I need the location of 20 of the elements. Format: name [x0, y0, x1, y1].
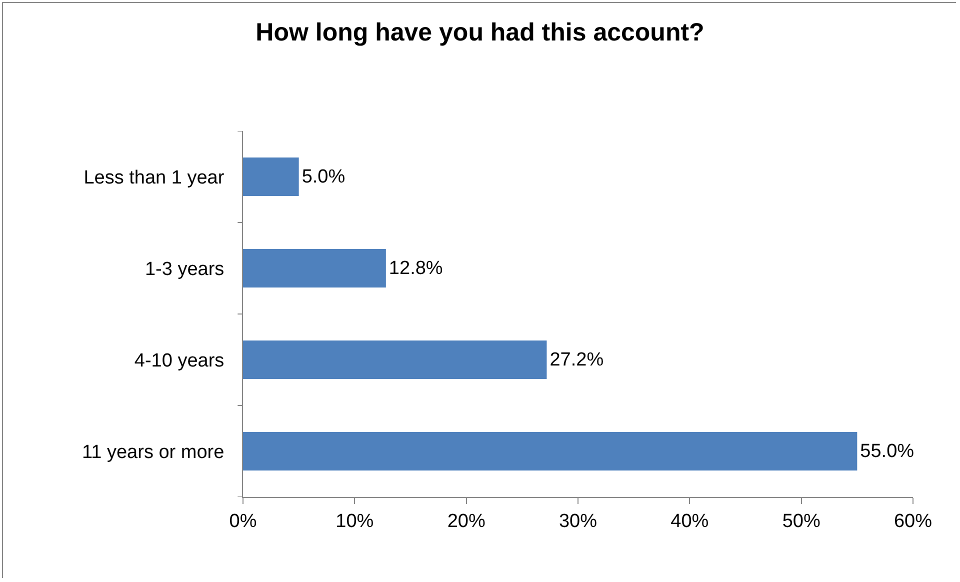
x-tick-label: 30%	[558, 510, 598, 532]
x-tick-label: 0%	[229, 510, 257, 532]
bar	[243, 249, 386, 288]
x-tick-label: 20%	[447, 510, 486, 532]
bar	[243, 432, 858, 470]
y-tick-label: 1-3 years	[144, 258, 224, 280]
chart-title: How long have you had this account?	[256, 18, 704, 47]
data-label: 27.2%	[550, 349, 604, 370]
data-label: 55.0%	[860, 440, 914, 462]
x-tick-label: 10%	[336, 510, 374, 532]
bar	[243, 340, 547, 379]
x-tick-label: 40%	[670, 510, 709, 532]
y-tick-label: 11 years or more	[82, 442, 224, 463]
x-tick-label: 50%	[782, 510, 820, 532]
y-tick-label: 4-10 years	[134, 350, 224, 372]
x-tick-label: 60%	[894, 510, 932, 532]
data-label: 12.8%	[388, 258, 443, 279]
y-tick-label: Less than 1 year	[84, 167, 225, 188]
bar	[243, 158, 299, 196]
data-label: 5.0%	[302, 166, 346, 188]
